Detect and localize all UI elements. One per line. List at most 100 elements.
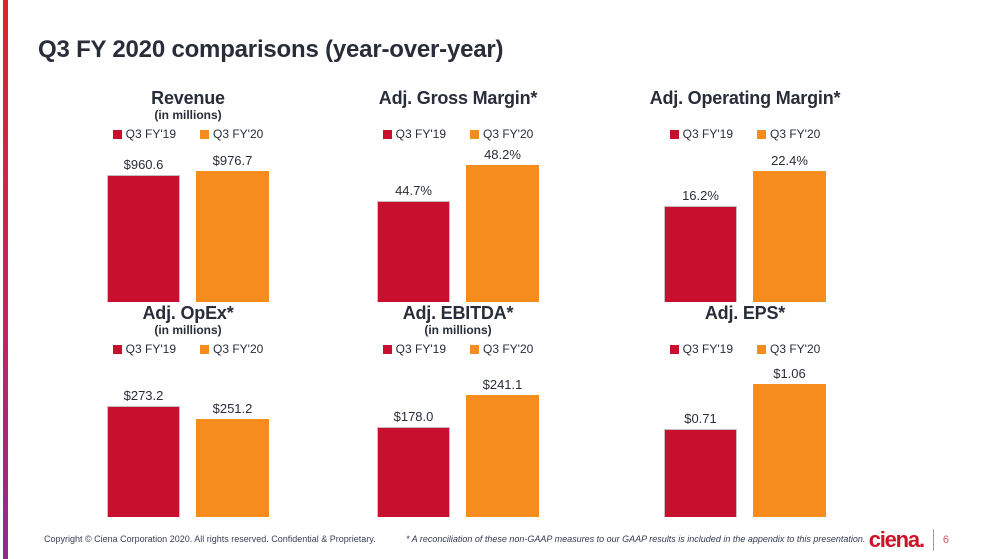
chart-revenue: Revenue (in millions) Q3 FY'19 Q3 FY'20 … — [48, 88, 328, 302]
legend-label-fy19: Q3 FY'19 — [682, 342, 733, 356]
legend-label-fy20: Q3 FY'20 — [770, 127, 821, 141]
bar-value-label: $976.7 — [212, 153, 253, 168]
bar-fy20 — [196, 419, 269, 517]
legend-swatch-fy19 — [112, 129, 122, 139]
chart-legend: Q3 FY'19 Q3 FY'20 — [605, 341, 885, 357]
legend-label-fy20: Q3 FY'20 — [483, 342, 534, 356]
ciena-logo: ciena. — [868, 527, 925, 552]
bar-fy20 — [196, 171, 269, 302]
brand-gradient-stripe — [3, 0, 8, 559]
slide-title: Q3 FY 2020 comparisons (year-over-year) — [38, 36, 504, 64]
plot-area: 44.7% 48.2% — [318, 144, 598, 302]
bar-fy20 — [466, 395, 539, 517]
bar-group-fy19: 44.7% — [377, 183, 450, 302]
bar-group-fy19: $960.6 — [107, 157, 180, 302]
bar-value-label: 44.7% — [395, 183, 432, 198]
legend-label-fy19: Q3 FY'19 — [395, 127, 446, 141]
legend-swatch-fy19 — [382, 344, 392, 354]
copyright-text: Copyright © Ciena Corporation 2020. All … — [44, 534, 376, 544]
legend-label-fy19: Q3 FY'19 — [125, 127, 176, 141]
chart-legend: Q3 FY'19 Q3 FY'20 — [318, 126, 598, 142]
bar-fy19 — [107, 175, 180, 302]
chart-legend: Q3 FY'19 Q3 FY'20 — [318, 341, 598, 357]
bar-group-fy19: $0.71 — [664, 411, 737, 517]
legend-swatch-fy20 — [200, 129, 209, 139]
legend-label-fy20: Q3 FY'20 — [213, 342, 264, 356]
legend-swatch-fy19 — [669, 129, 679, 139]
chart-subtitle: (in millions) — [154, 108, 222, 122]
bar-group-fy19: $178.0 — [377, 409, 450, 517]
legend-swatch-fy20 — [200, 344, 209, 354]
plot-area: $273.2 $251.2 — [48, 359, 328, 517]
page-number: 6 — [942, 534, 949, 546]
bar-fy19 — [377, 201, 450, 302]
chart-legend: Q3 FY'19 Q3 FY'20 — [48, 126, 328, 142]
plot-area: 16.2% 22.4% — [605, 144, 885, 302]
chart-title: Adj. Gross Margin* — [378, 88, 538, 108]
legend-item-fy19: Q3 FY'19 — [382, 342, 446, 356]
chart-adj-ebitda: Adj. EBITDA* (in millions) Q3 FY'19 Q3 F… — [318, 303, 598, 517]
bar-value-label: $0.71 — [684, 411, 717, 426]
chart-subtitle — [605, 108, 885, 123]
chart-legend: Q3 FY'19 Q3 FY'20 — [605, 126, 885, 142]
bar-fy19 — [664, 429, 737, 517]
chart-adj-opex: Adj. OpEx* (in millions) Q3 FY'19 Q3 FY'… — [48, 303, 328, 517]
bar-group-fy20: 22.4% — [753, 153, 826, 302]
bar-fy20 — [466, 165, 539, 302]
legend-swatch-fy20 — [757, 129, 766, 139]
chart-subtitle: (in millions) — [154, 323, 222, 337]
bar-value-label: $960.6 — [123, 157, 164, 172]
legend-label-fy19: Q3 FY'19 — [125, 342, 176, 356]
footer-logo-block: ciena. 6 — [869, 529, 949, 551]
chart-title: Revenue — [151, 88, 225, 108]
legend-swatch-fy19 — [669, 344, 679, 354]
chart-title: Adj. Operating Margin* — [649, 88, 841, 108]
legend-swatch-fy20 — [470, 344, 479, 354]
legend-item-fy19: Q3 FY'19 — [382, 127, 446, 141]
bar-fy19 — [377, 427, 450, 517]
bar-value-label: $251.2 — [212, 401, 253, 416]
chart-title: Adj. OpEx* — [142, 303, 234, 323]
chart-title: Adj. EPS* — [704, 303, 786, 323]
plot-area: $0.71 $1.06 — [605, 359, 885, 517]
bar-group-fy20: $241.1 — [466, 377, 539, 517]
bar-group-fy19: $273.2 — [107, 388, 180, 517]
bar-value-label: 22.4% — [771, 153, 808, 168]
legend-label-fy19: Q3 FY'19 — [395, 342, 446, 356]
legend-label-fy19: Q3 FY'19 — [682, 127, 733, 141]
plot-area: $960.6 $976.7 — [48, 144, 328, 302]
legend-swatch-fy19 — [112, 344, 122, 354]
legend-item-fy19: Q3 FY'19 — [112, 127, 176, 141]
bar-group-fy20: 48.2% — [466, 147, 539, 302]
chart-subtitle — [318, 108, 598, 123]
legend-swatch-fy20 — [757, 344, 766, 354]
bar-group-fy20: $1.06 — [753, 366, 826, 517]
legend-item-fy20: Q3 FY'20 — [470, 127, 533, 141]
bar-value-label: 48.2% — [484, 147, 521, 162]
legend-item-fy19: Q3 FY'19 — [112, 342, 176, 356]
chart-subtitle — [605, 323, 885, 338]
bar-value-label: $241.1 — [482, 377, 523, 392]
bar-fy20 — [753, 171, 826, 302]
legend-label-fy20: Q3 FY'20 — [483, 127, 534, 141]
legend-label-fy20: Q3 FY'20 — [770, 342, 821, 356]
chart-subtitle: (in millions) — [424, 323, 492, 337]
bar-group-fy19: 16.2% — [664, 188, 737, 302]
bar-fy19 — [107, 406, 180, 517]
legend-label-fy20: Q3 FY'20 — [213, 127, 264, 141]
plot-area: $178.0 $241.1 — [318, 359, 598, 517]
bar-value-label: 16.2% — [682, 188, 719, 203]
legend-item-fy19: Q3 FY'19 — [669, 127, 733, 141]
bar-fy19 — [664, 206, 737, 302]
legend-swatch-fy20 — [470, 129, 479, 139]
bar-fy20 — [753, 384, 826, 517]
bar-value-label: $178.0 — [393, 409, 434, 424]
legend-swatch-fy19 — [382, 129, 392, 139]
bar-group-fy20: $251.2 — [196, 401, 269, 517]
legend-item-fy20: Q3 FY'20 — [200, 127, 263, 141]
gaap-footnote: * A reconciliation of these non-GAAP mea… — [406, 534, 866, 544]
legend-item-fy20: Q3 FY'20 — [200, 342, 263, 356]
chart-adj-gross-margin: Adj. Gross Margin* Q3 FY'19 Q3 FY'20 44.… — [318, 88, 598, 302]
bar-group-fy20: $976.7 — [196, 153, 269, 302]
chart-adj-eps: Adj. EPS* Q3 FY'19 Q3 FY'20 $0.71 $1.06 — [605, 303, 885, 517]
